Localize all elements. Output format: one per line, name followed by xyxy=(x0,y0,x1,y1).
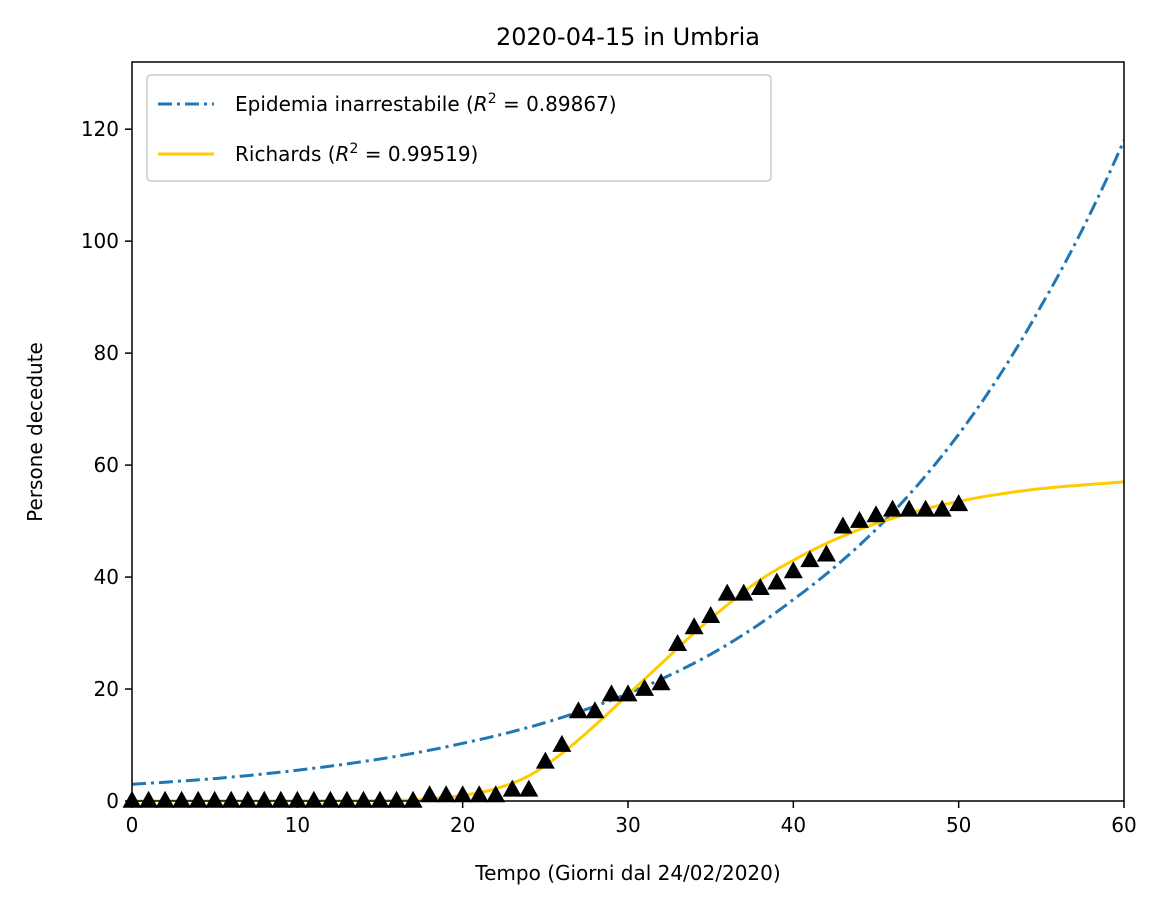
data-point-marker xyxy=(833,516,853,534)
data-point-marker xyxy=(403,790,423,808)
data-point-marker xyxy=(486,785,506,803)
data-point-marker xyxy=(866,505,886,523)
data-point-marker xyxy=(254,790,274,808)
y-tick-label: 20 xyxy=(94,677,119,701)
data-point-marker xyxy=(800,550,820,568)
x-tick-label: 20 xyxy=(450,813,475,837)
data-point-marker xyxy=(453,785,473,803)
data-point-marker xyxy=(750,578,770,596)
x-tick-label: 40 xyxy=(781,813,806,837)
y-tick-label: 40 xyxy=(94,565,119,589)
data-point-marker xyxy=(899,499,919,517)
data-point-marker xyxy=(552,734,572,752)
data-point-marker xyxy=(139,790,159,808)
data-point-marker xyxy=(469,785,489,803)
data-point-marker xyxy=(519,779,539,797)
data-point-marker xyxy=(221,790,241,808)
x-axis: 0 10 20 30 40 50 60 xyxy=(126,801,1137,837)
data-point-marker xyxy=(287,790,307,808)
x-tick-label: 30 xyxy=(615,813,640,837)
data-point-marker xyxy=(436,785,456,803)
y-tick-label: 100 xyxy=(81,229,119,253)
data-point-marker xyxy=(916,499,936,517)
data-point-marker xyxy=(353,790,373,808)
data-point-marker xyxy=(949,494,969,512)
data-point-marker xyxy=(668,634,688,652)
data-point-marker xyxy=(618,684,638,702)
data-point-marker xyxy=(304,790,324,808)
data-point-marker xyxy=(883,499,903,517)
data-point-marker xyxy=(635,678,655,696)
data-point-marker xyxy=(651,673,671,691)
data-point-marker xyxy=(849,510,869,528)
data-point-marker xyxy=(337,790,357,808)
x-axis-label: Tempo (Giorni dal 24/02/2020) xyxy=(474,861,780,885)
data-point-marker xyxy=(502,779,522,797)
plot-area xyxy=(122,61,1125,808)
data-point-marker xyxy=(767,572,787,590)
y-tick-label: 80 xyxy=(94,341,119,365)
y-axis-label: Persone decedute xyxy=(23,342,47,522)
data-point-marker xyxy=(320,790,340,808)
data-point-marker xyxy=(535,751,555,769)
data-point-marker xyxy=(932,499,952,517)
y-axis: 0 20 40 60 80 100 120 xyxy=(81,117,132,813)
x-tick-label: 60 xyxy=(1111,813,1136,837)
y-tick-label: 120 xyxy=(81,117,119,141)
data-point-marker xyxy=(420,785,440,803)
legend-label-epidemia: Epidemia inarrestabile (R2 = 0.89867) xyxy=(235,91,617,116)
data-point-marker xyxy=(585,701,605,719)
data-point-marker xyxy=(601,684,621,702)
x-tick-label: 50 xyxy=(946,813,971,837)
legend-box xyxy=(146,74,772,182)
data-point-marker xyxy=(684,617,704,635)
legend-label-richards: Richards (R2 = 0.99519) xyxy=(235,141,478,166)
data-point-marker xyxy=(172,790,192,808)
data-point-marker xyxy=(701,606,721,624)
data-point-marker xyxy=(717,583,737,601)
data-point-marker xyxy=(271,790,291,808)
chart-title: 2020-04-15 in Umbria xyxy=(496,23,760,51)
data-point-marker xyxy=(205,790,225,808)
x-tick-label: 0 xyxy=(126,813,139,837)
data-point-marker xyxy=(568,701,588,719)
y-tick-label: 0 xyxy=(106,789,119,813)
x-tick-label: 10 xyxy=(285,813,310,837)
series-line-richards xyxy=(132,480,1124,801)
data-point-marker xyxy=(370,790,390,808)
data-point-marker xyxy=(155,790,175,808)
data-point-marker xyxy=(734,583,754,601)
legend: Epidemia inarrestabile (R2 = 0.89867) Ri… xyxy=(146,74,772,182)
data-point-marker xyxy=(188,790,208,808)
data-point-marker xyxy=(816,544,836,562)
data-point-marker xyxy=(783,561,803,579)
data-point-marker xyxy=(387,790,407,808)
data-point-marker xyxy=(238,790,258,808)
y-tick-label: 60 xyxy=(94,453,119,477)
observed-markers xyxy=(122,494,969,808)
